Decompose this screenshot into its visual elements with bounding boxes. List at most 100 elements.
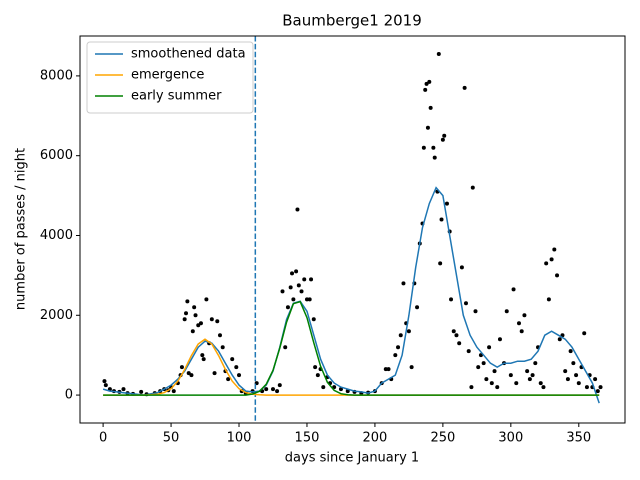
data-point (190, 329, 195, 334)
data-point (302, 277, 307, 282)
y-axis-label: number of passes / night (14, 148, 29, 310)
chart-title: Baumberge1 2019 (282, 12, 422, 30)
data-point (311, 317, 316, 322)
data-point (442, 133, 447, 138)
data-point (315, 373, 320, 378)
data-point (438, 261, 443, 266)
data-point (489, 381, 494, 386)
data-point (549, 257, 554, 262)
data-point (436, 51, 441, 56)
data-point (546, 297, 551, 302)
data-point (313, 365, 318, 370)
data-point (396, 345, 401, 350)
data-point (185, 299, 190, 304)
x-axis-label: days since January 1 (285, 451, 419, 466)
data-point (469, 385, 474, 390)
data-point (473, 309, 478, 314)
data-point (290, 271, 295, 276)
data-point (386, 367, 391, 372)
data-point (525, 369, 530, 374)
data-point (215, 319, 220, 324)
data-point (283, 345, 288, 350)
data-point (294, 269, 299, 274)
data-point (530, 373, 535, 378)
data-point (492, 369, 497, 374)
data-point (593, 377, 598, 382)
data-point (212, 371, 217, 376)
data-point (470, 185, 475, 190)
data-point (296, 283, 301, 288)
data-point (463, 301, 468, 306)
data-point (514, 381, 519, 386)
data-point (584, 385, 589, 390)
data-point (427, 79, 432, 84)
data-point (204, 297, 209, 302)
y-tick-label: 0 (65, 388, 73, 403)
data-point (198, 321, 203, 326)
data-point (495, 385, 500, 390)
data-point (439, 217, 444, 222)
data-point (459, 265, 464, 270)
data-point (121, 387, 126, 392)
data-point (200, 353, 205, 358)
x-tick-label: 200 (363, 431, 388, 446)
y-tick-label: 8000 (40, 68, 73, 83)
data-point (565, 377, 570, 382)
data-point (519, 329, 524, 334)
data-point (466, 349, 471, 354)
data-point (217, 333, 222, 338)
data-point (533, 361, 538, 366)
data-point (568, 349, 573, 354)
y-tick-label: 6000 (40, 148, 73, 163)
data-point (425, 125, 430, 130)
legend-label: early summer (131, 89, 222, 104)
data-point (440, 137, 445, 142)
data-point (497, 337, 502, 342)
data-point (574, 373, 579, 378)
data-point (454, 333, 459, 338)
data-point (398, 333, 403, 338)
x-tick-label: 250 (430, 431, 455, 446)
data-point (102, 379, 107, 384)
data-point (462, 85, 467, 90)
data-point (171, 389, 176, 394)
data-point (571, 361, 576, 366)
data-point (409, 365, 414, 370)
data-point (401, 281, 406, 286)
data-point (563, 369, 568, 374)
data-point (192, 305, 197, 310)
data-point (516, 321, 521, 326)
data-point (264, 387, 269, 392)
data-point (538, 381, 543, 386)
data-point (595, 389, 600, 394)
data-point (432, 155, 437, 160)
data-point (234, 365, 239, 370)
data-point (544, 261, 549, 266)
data-point (288, 285, 293, 290)
data-point (285, 305, 290, 310)
data-point (270, 387, 275, 392)
data-point (541, 385, 546, 390)
data-point (451, 329, 456, 334)
x-tick-label: 50 (163, 431, 180, 446)
data-point (103, 383, 108, 388)
data-point (406, 329, 411, 334)
data-point (555, 273, 560, 278)
data-point (484, 377, 489, 382)
data-point (527, 377, 532, 382)
data-point (309, 277, 314, 282)
data-point (230, 357, 235, 362)
data-point (449, 297, 454, 302)
data-point (299, 289, 304, 294)
data-point (275, 389, 280, 394)
data-point (415, 305, 420, 310)
data-point (280, 289, 285, 294)
legend-label: emergence (131, 68, 204, 83)
data-point (428, 105, 433, 110)
data-point (576, 381, 581, 386)
data-point (209, 317, 214, 322)
data-point (476, 365, 481, 370)
x-tick-label: 300 (498, 431, 523, 446)
series-line (103, 300, 600, 396)
